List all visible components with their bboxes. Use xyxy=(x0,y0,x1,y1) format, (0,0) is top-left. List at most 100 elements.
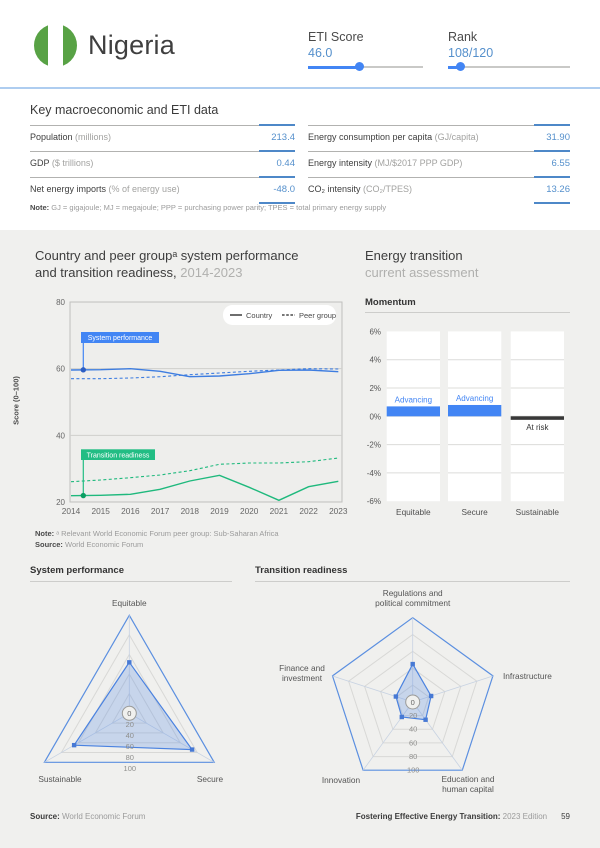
trend-note: Note: ᵃ Relevant World Economic Forum pe… xyxy=(35,529,279,538)
nigeria-flag-icon xyxy=(34,24,77,67)
flag-stripe-green xyxy=(34,24,49,67)
svg-text:Country: Country xyxy=(246,311,273,320)
svg-text:6%: 6% xyxy=(369,327,381,336)
svg-text:60: 60 xyxy=(126,742,134,751)
svg-text:Sustainable: Sustainable xyxy=(38,774,82,784)
svg-text:Advancing: Advancing xyxy=(456,394,493,403)
momentum-bar-chart: 6% 4% 2% 0% -2% -4% -6% Advancing Equitable Advan… xyxy=(367,327,564,517)
transition-readiness-header: Transition readiness xyxy=(255,565,348,576)
trend-source: Source: World Economic Forum xyxy=(35,540,144,549)
svg-text:Secure: Secure xyxy=(197,774,224,784)
trend-chart-title: Country and peer groupᵃ system performan… xyxy=(35,248,299,280)
eti-score-slider xyxy=(308,62,423,71)
value-rule xyxy=(534,150,570,152)
row-label: Energy consumption per capita (GJ/capita… xyxy=(308,132,479,142)
macro-table-note: Note: GJ = gigajoule; MJ = megajoule; PP… xyxy=(30,203,387,212)
svg-text:Innovation: Innovation xyxy=(322,775,361,785)
flag-stripe-green xyxy=(62,24,77,67)
eti-score-label: ETI Score xyxy=(308,30,364,44)
value-rule xyxy=(259,176,295,178)
svg-text:60: 60 xyxy=(409,738,417,747)
svg-text:System performance: System performance xyxy=(88,335,153,342)
svg-text:Secure: Secure xyxy=(462,507,489,517)
row-value: 6.55 xyxy=(551,158,571,169)
svg-text:20: 20 xyxy=(409,711,417,720)
value-rule xyxy=(534,124,570,126)
trend-y-axis-label: Score (0–100) xyxy=(11,376,21,425)
svg-text:2019: 2019 xyxy=(210,506,229,516)
svg-text:2015: 2015 xyxy=(91,506,110,516)
value-rule xyxy=(259,202,295,204)
energy-transition-title: Energy transition xyxy=(365,248,463,263)
table-row: Energy intensity (MJ/$2017 PPP GDP) 6.55 xyxy=(308,150,571,177)
rank-label: Rank xyxy=(448,30,478,44)
svg-text:60: 60 xyxy=(56,365,65,374)
row-label: Net energy imports (% of energy use) xyxy=(30,184,180,194)
table-row: Population (millions) 213.4 xyxy=(30,124,295,151)
svg-text:0: 0 xyxy=(411,698,415,707)
value-rule xyxy=(259,150,295,152)
row-value: 13.26 xyxy=(546,184,570,195)
svg-text:2020: 2020 xyxy=(240,506,259,516)
svg-text:100: 100 xyxy=(124,764,137,773)
momentum-title: Momentum xyxy=(365,297,416,308)
macro-table-right: Energy consumption per capita (GJ/capita… xyxy=(308,124,571,204)
svg-text:investment: investment xyxy=(282,673,323,683)
row-value: 31.90 xyxy=(546,132,570,143)
svg-text:political commitment: political commitment xyxy=(375,598,451,608)
slider-fill xyxy=(448,65,461,69)
slider-dot xyxy=(455,62,465,71)
table-row: CO₂ intensity (CO₂/TPES) 13.26 xyxy=(308,176,570,204)
svg-text:20: 20 xyxy=(56,498,65,507)
macro-table-title: Key macroeconomic and ETI data xyxy=(30,103,219,117)
table-row: Energy consumption per capita (GJ/capita… xyxy=(308,124,570,151)
svg-text:-6%: -6% xyxy=(367,497,381,506)
svg-text:100: 100 xyxy=(407,766,420,775)
row-label: Population (millions) xyxy=(30,132,112,142)
row-value: 0.44 xyxy=(276,158,296,169)
svg-text:20: 20 xyxy=(126,720,134,729)
svg-text:-4%: -4% xyxy=(367,469,381,478)
rank-value: 108/120 xyxy=(448,46,494,60)
value-rule xyxy=(534,176,570,178)
slider-fill xyxy=(308,65,360,69)
svg-text:2%: 2% xyxy=(369,384,381,393)
svg-text:2023: 2023 xyxy=(329,506,348,516)
header-divider xyxy=(0,87,600,89)
svg-text:Equitable: Equitable xyxy=(396,507,431,517)
svg-text:2014: 2014 xyxy=(62,506,81,516)
slider-track xyxy=(308,66,423,68)
svg-text:2022: 2022 xyxy=(299,506,318,516)
svg-text:80: 80 xyxy=(126,753,134,762)
svg-text:0%: 0% xyxy=(369,412,381,421)
value-rule xyxy=(534,202,570,204)
svg-text:Finance and: Finance and xyxy=(279,663,325,673)
row-label: Energy intensity (MJ/$2017 PPP GDP) xyxy=(308,158,463,168)
svg-text:Sustainable: Sustainable xyxy=(516,507,560,517)
svg-text:40: 40 xyxy=(56,431,65,440)
svg-text:Peer group: Peer group xyxy=(299,311,336,320)
svg-text:human capital: human capital xyxy=(442,784,494,794)
rank-slider xyxy=(448,62,570,71)
svg-text:-2%: -2% xyxy=(367,441,381,450)
svg-text:Transition readiness: Transition readiness xyxy=(87,452,150,459)
svg-text:Education and: Education and xyxy=(441,774,494,784)
svg-text:2017: 2017 xyxy=(151,506,170,516)
svg-text:80: 80 xyxy=(409,752,417,761)
system-performance-header: System performance xyxy=(30,565,124,576)
row-value: -48.0 xyxy=(273,184,295,195)
svg-text:Regulations and: Regulations and xyxy=(383,588,443,598)
row-value: 213.4 xyxy=(271,132,295,143)
svg-text:2018: 2018 xyxy=(181,506,200,516)
svg-text:2016: 2016 xyxy=(121,506,140,516)
row-label: CO₂ intensity (CO₂/TPES) xyxy=(308,184,413,194)
row-label: GDP ($ trillions) xyxy=(30,158,94,168)
slider-track xyxy=(448,66,570,68)
svg-text:Infrastructure: Infrastructure xyxy=(503,671,552,681)
energy-transition-subtitle: current assessment xyxy=(365,265,479,280)
value-rule xyxy=(259,124,295,126)
svg-text:80: 80 xyxy=(56,298,65,307)
svg-text:40: 40 xyxy=(409,725,417,734)
